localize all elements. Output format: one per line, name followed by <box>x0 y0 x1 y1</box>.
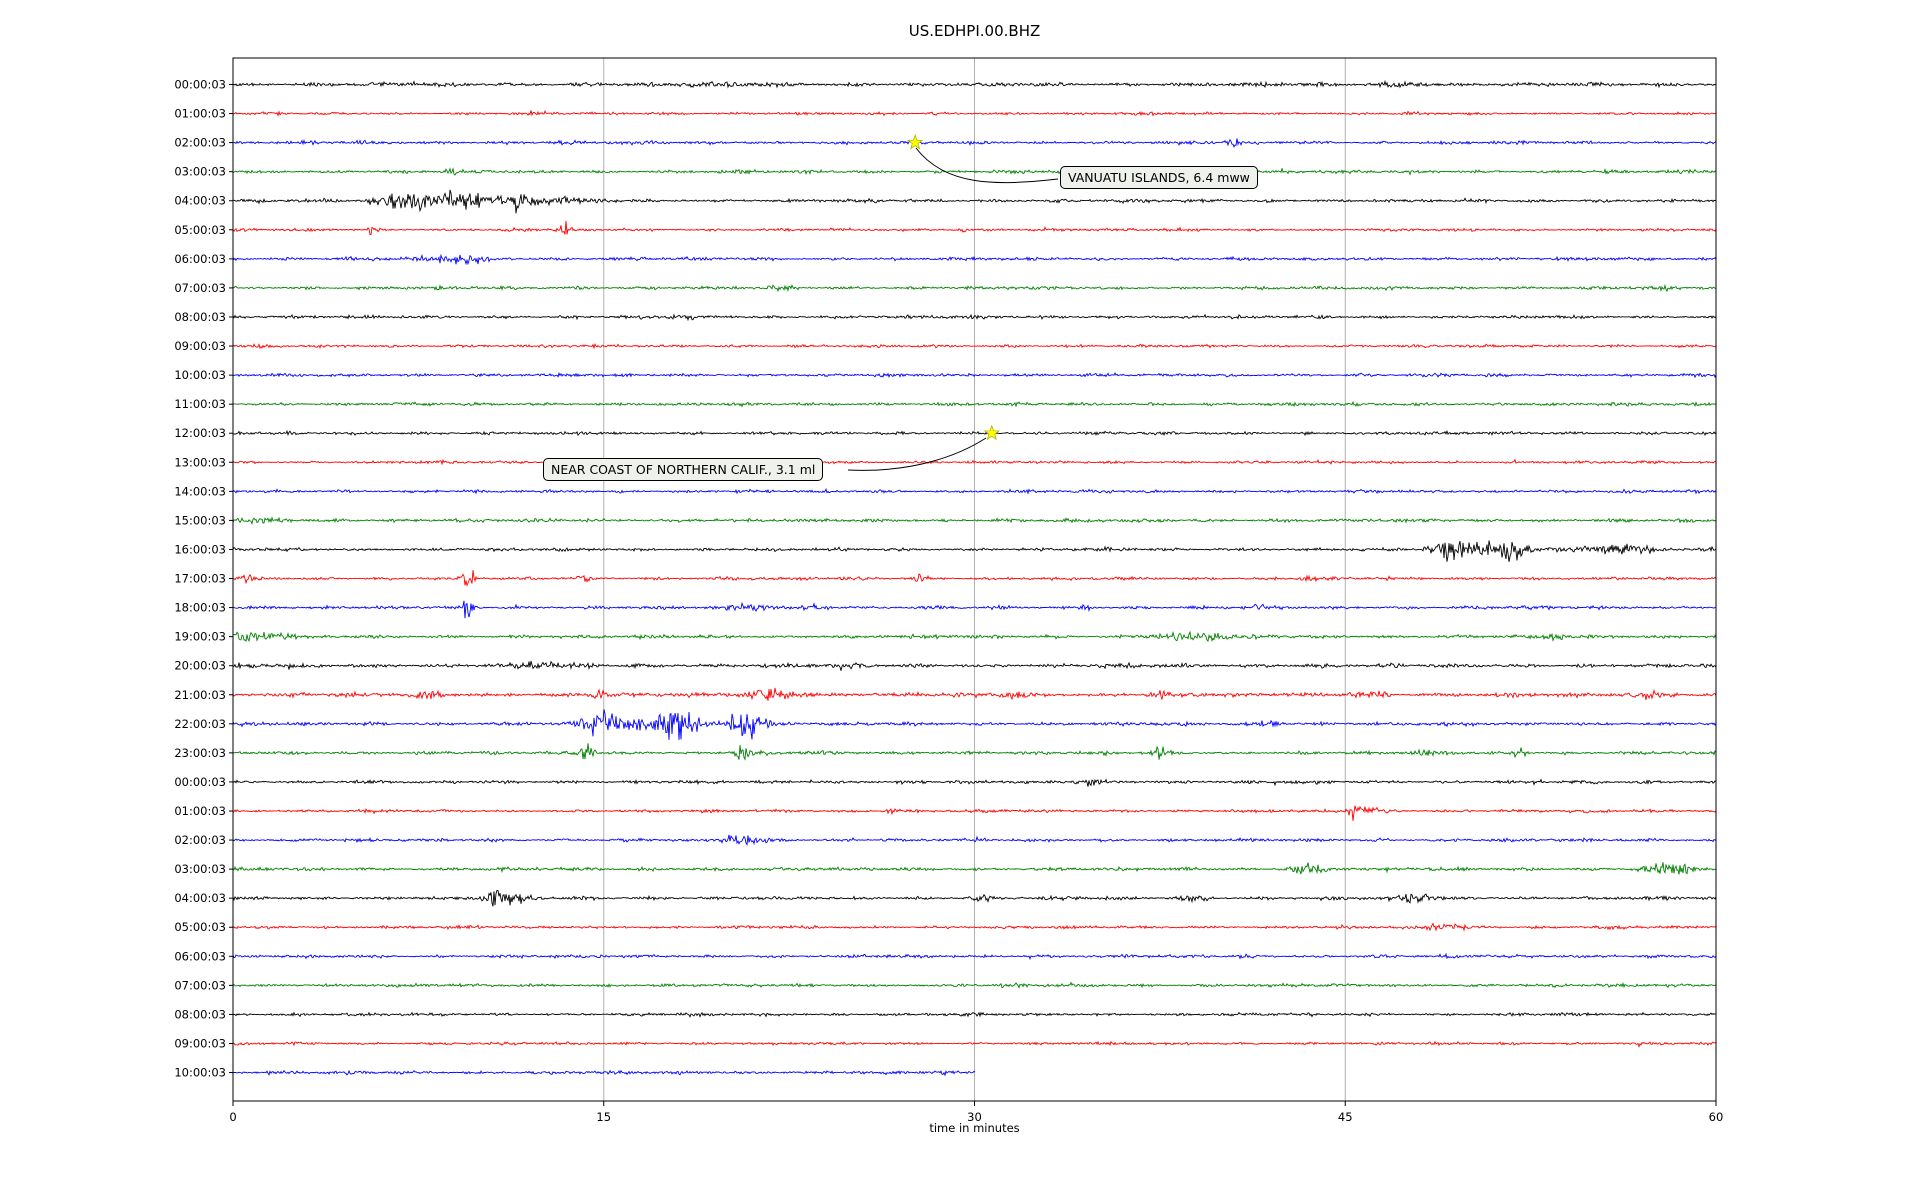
event-star-icon-1 <box>983 424 1000 441</box>
trace-row-21 <box>232 687 1717 701</box>
x-tick-label: 30 <box>967 1110 982 1124</box>
trace-label: 05:00:03 <box>174 920 226 934</box>
trace-row-34 <box>232 1069 976 1077</box>
trace-label: 09:00:03 <box>174 1036 226 1050</box>
trace-row-26 <box>232 834 1717 847</box>
trace-row-22 <box>232 709 1717 740</box>
trace-label: 20:00:03 <box>174 659 226 673</box>
trace-row-4 <box>232 189 1717 214</box>
trace-label: 02:00:03 <box>174 833 226 847</box>
trace-row-10 <box>232 371 1717 379</box>
trace-label: 13:00:03 <box>174 455 226 469</box>
trace-row-20 <box>232 660 1717 671</box>
trace-row-0 <box>232 79 1717 89</box>
trace-row-32 <box>232 1011 1716 1018</box>
trace-label: 09:00:03 <box>174 339 226 353</box>
trace-label: 06:00:03 <box>174 949 226 963</box>
page-title: US.EDHPI.00.BHZ <box>908 22 1041 40</box>
trace-row-7 <box>232 283 1717 293</box>
trace-row-24 <box>232 778 1717 787</box>
trace-label: 14:00:03 <box>174 484 226 498</box>
trace-label: 19:00:03 <box>174 630 226 644</box>
trace-row-12 <box>232 429 1717 437</box>
trace-label: 07:00:03 <box>174 978 226 992</box>
trace-row-16 <box>232 540 1717 562</box>
trace-label: 04:00:03 <box>174 891 226 905</box>
trace-row-29 <box>232 922 1717 932</box>
event-annotation-norcal: NEAR COAST OF NORTHERN CALIF., 3.1 ml <box>543 458 824 481</box>
trace-row-2 <box>232 138 1717 148</box>
trace-label: 08:00:03 <box>174 310 226 324</box>
x-tick-label: 45 <box>1338 1110 1353 1124</box>
trace-label: 17:00:03 <box>174 572 226 586</box>
trace-row-18 <box>232 600 1716 619</box>
trace-row-13 <box>232 458 1717 466</box>
trace-label: 03:00:03 <box>174 165 226 179</box>
trace-label: 05:00:03 <box>174 223 226 237</box>
trace-row-3 <box>233 167 1717 176</box>
trace-label: 12:00:03 <box>174 426 226 440</box>
trace-row-30 <box>232 952 1717 961</box>
trace-row-1 <box>232 109 1717 117</box>
event-star-icon-0 <box>906 134 924 150</box>
trace-row-8 <box>232 313 1717 322</box>
annotation-connector-norcal <box>847 437 987 471</box>
trace-row-14 <box>232 488 1717 495</box>
trace-label: 00:00:03 <box>174 78 226 92</box>
trace-label: 08:00:03 <box>174 1007 226 1021</box>
trace-label: 01:00:03 <box>174 107 226 121</box>
trace-label: 11:00:03 <box>174 397 226 411</box>
trace-label: 22:00:03 <box>174 717 226 731</box>
trace-label: 04:00:03 <box>174 194 226 208</box>
trace-label: 01:00:03 <box>174 804 226 818</box>
trace-label: 23:00:03 <box>174 746 226 760</box>
trace-row-5 <box>232 220 1717 236</box>
trace-row-6 <box>232 253 1717 266</box>
trace-row-33 <box>232 1040 1717 1049</box>
trace-row-11 <box>232 400 1717 408</box>
x-axis-label: time in minutes <box>929 1121 1020 1135</box>
trace-label: 00:00:03 <box>174 775 226 789</box>
trace-label: 16:00:03 <box>174 542 226 556</box>
trace-label: 02:00:03 <box>174 136 226 150</box>
x-tick-label: 0 <box>229 1110 236 1124</box>
event-annotation-vanuatu: VANUATU ISLANDS, 6.4 mww <box>1060 166 1258 189</box>
annotation-connector-vanuatu <box>915 147 1059 184</box>
trace-label: 15:00:03 <box>174 513 226 527</box>
trace-label: 21:00:03 <box>174 688 226 702</box>
trace-label: 10:00:03 <box>174 1066 226 1080</box>
trace-row-9 <box>232 343 1717 350</box>
trace-row-28 <box>232 889 1717 907</box>
trace-row-31 <box>232 981 1717 989</box>
trace-row-15 <box>232 516 1717 525</box>
trace-label: 10:00:03 <box>174 368 226 382</box>
trace-row-27 <box>232 862 1717 875</box>
trace-label: 07:00:03 <box>174 281 226 295</box>
trace-row-25 <box>232 805 1717 821</box>
trace-row-23 <box>232 743 1717 761</box>
trace-label: 18:00:03 <box>174 601 226 615</box>
x-tick-label: 15 <box>596 1110 611 1124</box>
trace-row-17 <box>232 570 1717 587</box>
trace-label: 06:00:03 <box>174 252 226 266</box>
x-tick-label: 60 <box>1709 1110 1724 1124</box>
trace-row-19 <box>232 630 1717 643</box>
trace-label: 03:00:03 <box>174 862 226 876</box>
